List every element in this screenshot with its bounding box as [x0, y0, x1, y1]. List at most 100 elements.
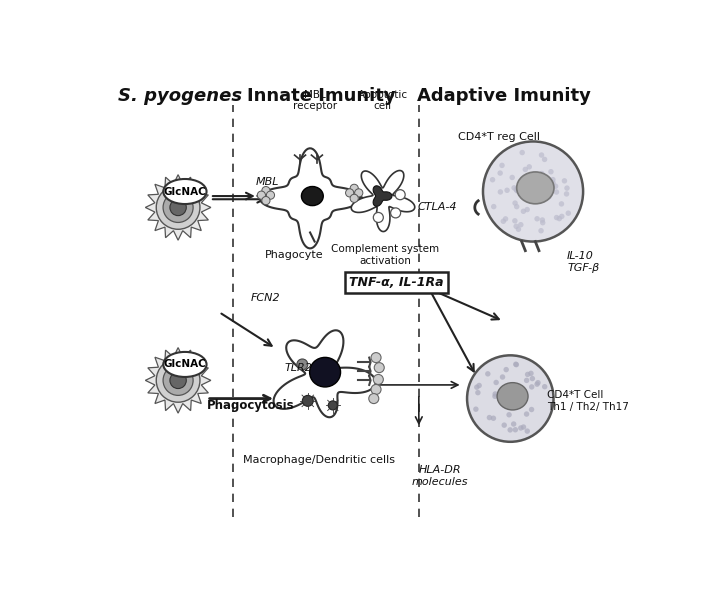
Circle shape — [490, 415, 496, 421]
Circle shape — [354, 189, 363, 197]
Circle shape — [467, 355, 553, 442]
Circle shape — [550, 177, 556, 183]
Circle shape — [518, 222, 523, 228]
Ellipse shape — [163, 179, 206, 204]
Circle shape — [508, 427, 513, 433]
Ellipse shape — [309, 358, 341, 387]
Circle shape — [524, 411, 529, 417]
Text: TNF-α, IL-1Ra: TNF-α, IL-1Ra — [349, 276, 444, 289]
Ellipse shape — [517, 172, 554, 204]
Circle shape — [566, 210, 571, 216]
Text: CD4*T Cell
Th1 / Th2/ Th17: CD4*T Cell Th1 / Th2/ Th17 — [547, 390, 629, 412]
Polygon shape — [352, 171, 415, 232]
Circle shape — [509, 397, 515, 402]
Circle shape — [373, 212, 383, 222]
Circle shape — [532, 195, 538, 200]
Circle shape — [516, 226, 521, 232]
Circle shape — [520, 150, 525, 155]
Circle shape — [391, 208, 401, 218]
Circle shape — [530, 376, 535, 381]
Circle shape — [534, 381, 540, 387]
Polygon shape — [145, 175, 211, 240]
Circle shape — [487, 415, 492, 420]
Text: GlcNAC: GlcNAC — [163, 187, 206, 197]
Circle shape — [511, 185, 517, 190]
Circle shape — [539, 171, 545, 176]
Circle shape — [514, 204, 519, 209]
Circle shape — [163, 365, 193, 395]
Circle shape — [551, 180, 556, 186]
Circle shape — [257, 191, 266, 199]
Circle shape — [493, 391, 498, 397]
Circle shape — [371, 385, 381, 394]
Circle shape — [542, 384, 548, 389]
Text: HLA-DR
molecules: HLA-DR molecules — [412, 465, 468, 487]
Circle shape — [501, 423, 507, 428]
Circle shape — [513, 362, 519, 368]
Circle shape — [503, 216, 508, 222]
Circle shape — [504, 397, 510, 402]
Circle shape — [493, 380, 499, 385]
Circle shape — [528, 371, 533, 376]
Circle shape — [262, 197, 270, 204]
Circle shape — [542, 157, 547, 162]
Circle shape — [374, 363, 384, 373]
Circle shape — [524, 378, 529, 383]
Circle shape — [302, 395, 314, 406]
Text: MBL: MBL — [256, 177, 279, 187]
Text: S. pyogenes: S. pyogenes — [118, 87, 243, 105]
Polygon shape — [145, 348, 211, 413]
Circle shape — [548, 169, 553, 174]
Circle shape — [266, 191, 274, 199]
Circle shape — [512, 218, 518, 223]
Circle shape — [490, 177, 495, 183]
Text: Innate Imunity: Innate Imunity — [247, 87, 396, 105]
Circle shape — [514, 188, 520, 193]
Circle shape — [513, 223, 519, 229]
Circle shape — [558, 201, 564, 207]
Circle shape — [500, 374, 505, 380]
Text: Apoptotic
cell: Apoptotic cell — [358, 90, 408, 111]
Circle shape — [509, 391, 514, 396]
Text: Macrophage/Dendritic cells: Macrophage/Dendritic cells — [243, 455, 395, 465]
Circle shape — [526, 164, 532, 170]
Polygon shape — [274, 330, 376, 417]
Circle shape — [538, 152, 544, 158]
Circle shape — [163, 193, 193, 222]
Circle shape — [506, 412, 512, 417]
Circle shape — [503, 367, 509, 372]
Text: Complement system
activation: Complement system activation — [331, 245, 439, 266]
Circle shape — [473, 407, 478, 412]
Circle shape — [513, 362, 518, 367]
Circle shape — [350, 184, 358, 193]
Circle shape — [475, 390, 480, 395]
Circle shape — [536, 380, 541, 385]
Text: MBL
receptor: MBL receptor — [293, 90, 337, 111]
Polygon shape — [260, 148, 360, 248]
Circle shape — [540, 220, 546, 225]
Circle shape — [514, 187, 520, 193]
Circle shape — [156, 186, 200, 229]
Circle shape — [525, 372, 531, 377]
Text: GlcNAC: GlcNAC — [163, 359, 206, 369]
Circle shape — [499, 401, 505, 406]
Circle shape — [474, 385, 480, 390]
Circle shape — [485, 371, 490, 376]
Text: Phagocytosis: Phagocytosis — [207, 399, 294, 412]
Text: CTLA-4: CTLA-4 — [417, 203, 457, 212]
Circle shape — [373, 375, 383, 385]
Circle shape — [369, 394, 379, 404]
Polygon shape — [373, 186, 392, 206]
Text: CD4*T reg Cell: CD4*T reg Cell — [458, 132, 540, 142]
Circle shape — [499, 163, 505, 168]
Ellipse shape — [497, 382, 528, 410]
Circle shape — [546, 194, 552, 199]
Circle shape — [395, 190, 405, 200]
Circle shape — [521, 209, 526, 214]
Circle shape — [556, 216, 562, 222]
Circle shape — [513, 187, 519, 192]
Circle shape — [513, 200, 518, 206]
Text: Adaptive Imunity: Adaptive Imunity — [417, 87, 591, 105]
Circle shape — [562, 178, 567, 184]
Circle shape — [483, 141, 583, 242]
